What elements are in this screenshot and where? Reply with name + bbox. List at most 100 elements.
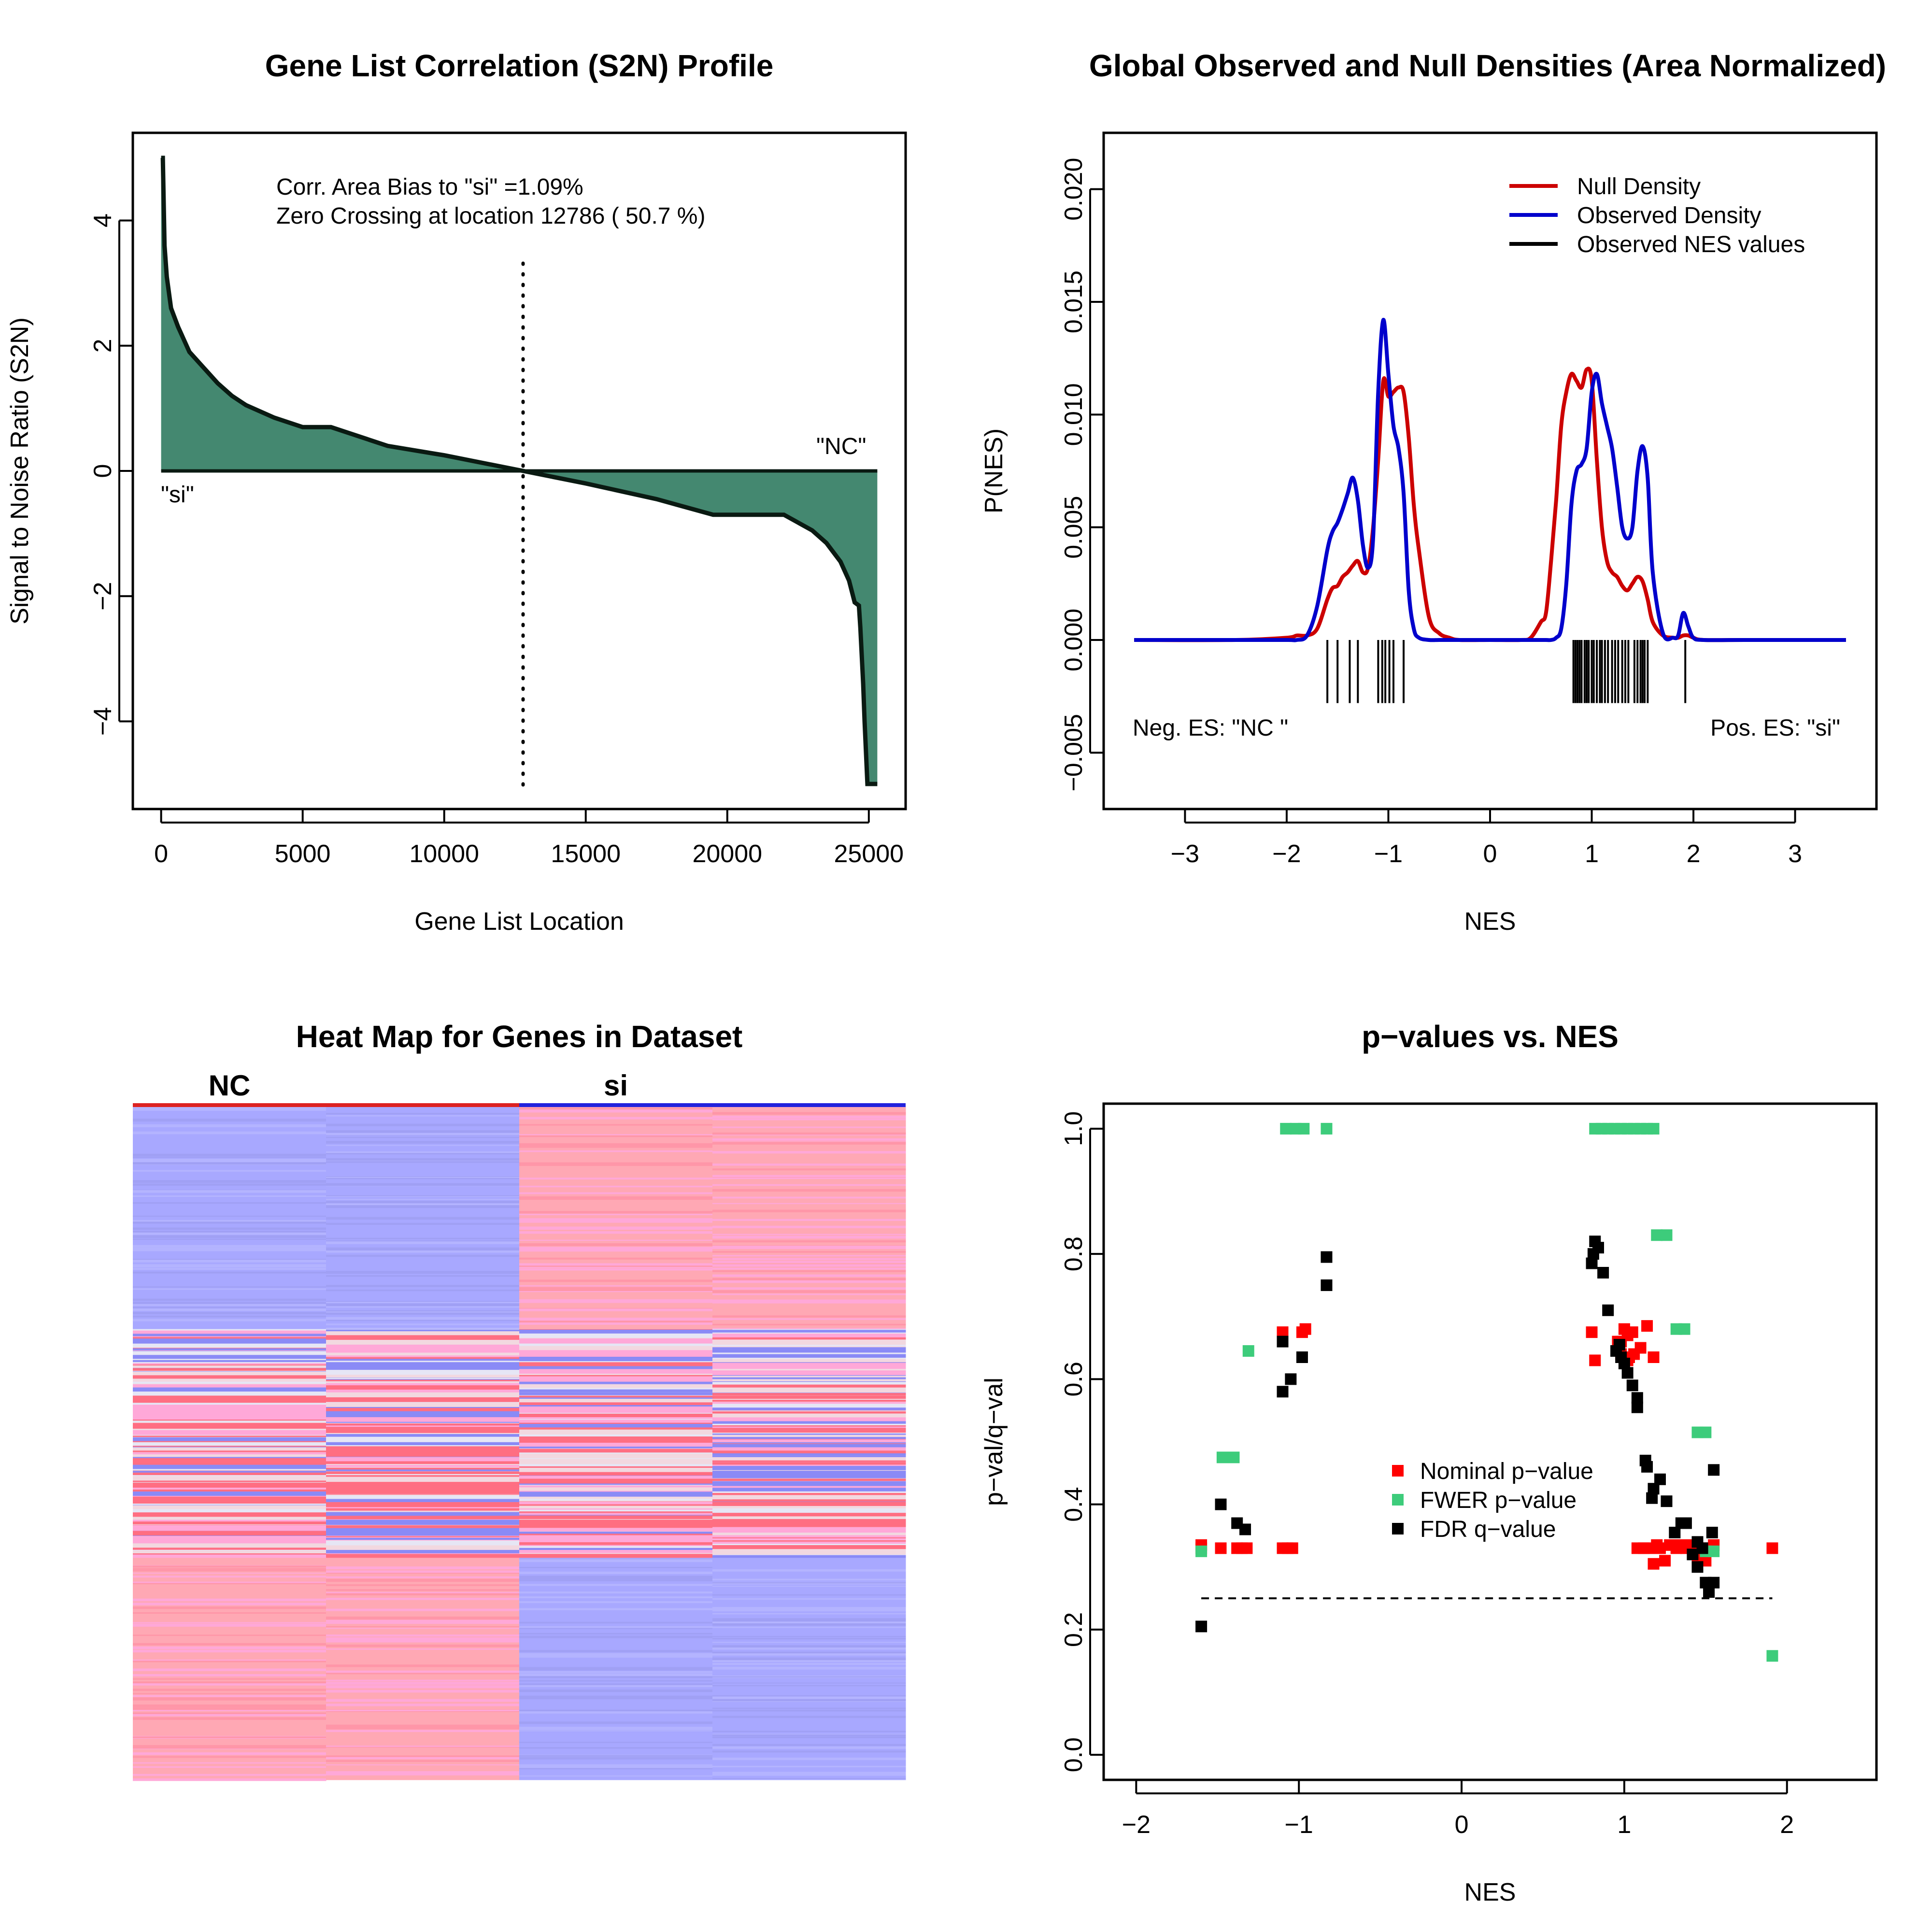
heatmap-row-stripe [519,1287,713,1290]
heatmap-row-stripe [712,1736,906,1738]
heatmap-row-stripe [519,1211,713,1214]
heatmap-row-stripe [326,1471,520,1474]
heatmap-row-stripe [712,1609,906,1612]
heatmap-row-stripe [326,1616,520,1619]
heatmap-row-stripe [519,1667,713,1670]
heatmap-row-stripe [712,1772,906,1774]
heatmap-row-stripe [326,1464,520,1467]
heatmap-row-stripe [519,1683,713,1686]
s2n-x-axis: 0 5000 10000 15000 20000 25000 [154,809,904,868]
fdr-q-point [1626,1379,1638,1392]
heatmap-row-stripe [326,1392,520,1397]
heatmap-row-stripe [133,1696,327,1697]
heatmap-row-stripe [519,1392,713,1395]
s2n-title: Gene List Correlation (S2N) Profile [265,48,774,83]
heatmap-row-stripe [519,1505,713,1509]
heatmap-col-label-nc: NC [209,1069,251,1102]
heatmap-row-stripe [712,1645,906,1648]
fwer-p-point [1280,1122,1292,1135]
heatmap-row-stripe [133,1606,327,1609]
heatmap-row-stripe [133,1180,327,1182]
heatmap-row-stripe [712,1541,906,1544]
heatmap-row-stripe [133,1622,327,1624]
heatmap-row-stripe [519,1367,713,1369]
heatmap-row-stripe [519,1540,713,1545]
heatmap-row-stripe [712,1582,906,1585]
heatmap-row-stripe [519,1443,713,1447]
heatmap-row-stripe [519,1621,713,1624]
heatmap-row-stripe [712,1455,906,1459]
fwer-p-point [1700,1426,1712,1438]
heatmap-row-stripe [326,1379,520,1381]
heatmap-row-stripe [519,1185,713,1188]
heatmap-row-stripe [712,1219,906,1221]
heatmap-row-stripe [326,1355,520,1357]
heatmap-row-stripe [326,1489,520,1494]
heatmap-row-stripe [519,1655,713,1658]
s2n-x-tick-label: 0 [154,840,168,868]
heatmap-row-stripe [712,1274,906,1277]
heatmap-row-stripe [519,1351,713,1357]
fdr-q-point [1708,1577,1720,1589]
heatmap-row-stripe [133,1247,327,1249]
heatmap-row-stripe [519,1533,713,1535]
heatmap-row-stripe [712,1734,906,1736]
heatmap-row-stripe [712,1696,906,1699]
fwer-p-point [1661,1229,1673,1241]
heatmap-row-stripe [326,1724,520,1727]
s2n-y-tick-label: 0 [89,464,117,478]
fdr-q-point [1592,1242,1604,1254]
heatmap-row-stripe [133,1492,327,1496]
heatmap-row-stripe [326,1756,520,1760]
heatmap-row-stripe [519,1697,713,1700]
heatmap-row-stripe [326,1199,520,1200]
heatmap-row-stripe [519,1308,713,1311]
heatmap-row-stripe [133,1109,327,1111]
heatmap-row-stripe [519,1124,713,1126]
heatmap-row-stripe [712,1697,906,1700]
heatmap-row-stripe [133,1355,327,1359]
heatmap-row-stripe [326,1158,520,1161]
heatmap-row-stripe [326,1250,520,1253]
density-x-axis: −3 −2 −1 0 1 2 3 [1171,809,1802,868]
pvalue-y-tick-label: 0.6 [1060,1362,1088,1396]
heatmap-row-stripe [712,1502,906,1506]
fdr-q-point [1277,1335,1289,1348]
heatmap-row-stripe [133,1423,327,1429]
heatmap-row-stripe [326,1201,520,1203]
heatmap-row-stripe [519,1285,713,1287]
heatmap-row-stripe [712,1520,906,1524]
heatmap-row-stripe [519,1765,713,1768]
heatmap-row-stripe [519,1559,713,1563]
s2n-x-tick-label: 20000 [692,840,762,868]
pvalue-y-tick-label: 0.0 [1060,1737,1088,1772]
heatmap-row-stripe [326,1153,520,1155]
heatmap-row-stripe [326,1477,520,1479]
heatmap-row-stripe [712,1653,906,1656]
heatmap-row-stripe [326,1443,520,1445]
heatmap-row-stripe [712,1613,906,1615]
heatmap-row-stripe [712,1485,906,1489]
heatmap-row-stripe [133,1705,327,1706]
heatmap-row-stripe [326,1222,520,1225]
heatmap-row-stripe [712,1682,906,1684]
heatmap-row-stripe [712,1413,906,1418]
heatmap-row-stripe [712,1635,906,1637]
heatmap-row-stripe [712,1333,906,1337]
heatmap-row-stripe [326,1545,520,1550]
heatmap-row-stripe [326,1461,520,1464]
heatmap-row-stripe [133,1232,327,1235]
heatmap-row-stripe [519,1579,713,1581]
heatmap-row-stripe [326,1591,520,1594]
fwer-p-point [1195,1545,1208,1557]
heatmap-row-stripe [326,1506,520,1510]
heatmap-row-stripe [519,1576,713,1578]
heatmap-row-stripe [133,1308,327,1311]
legend-observed-label: Observed Density [1577,203,1762,228]
heatmap-row-stripe [712,1707,906,1709]
heatmap-row-stripe [326,1619,520,1623]
heatmap-row-stripe [326,1673,520,1675]
heatmap-title: Heat Map for Genes in Dataset [296,1019,743,1054]
s2n-y-tick-label: 2 [89,339,117,353]
heatmap-row-stripe [519,1536,713,1541]
